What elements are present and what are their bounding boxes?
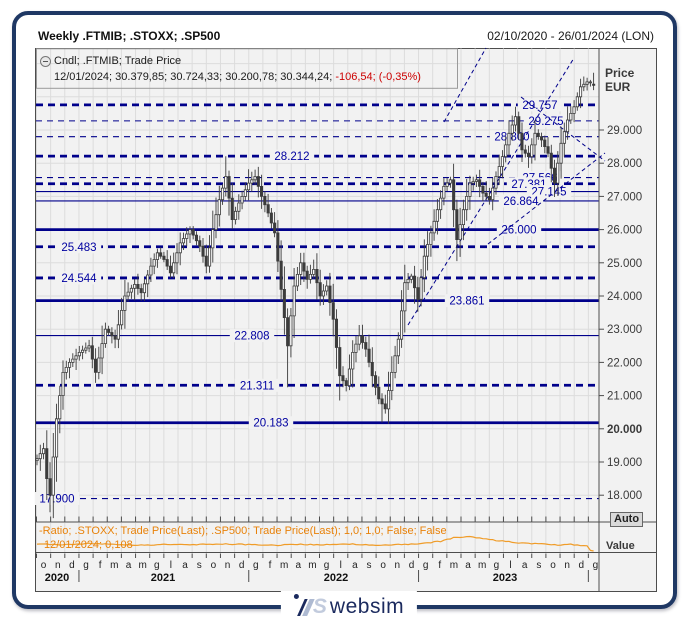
websim-watermark: S websim [280,591,418,623]
ratio-legend: -Ratio; .STOXX; Trade Price(Last); .SP50… [39,524,447,553]
websim-text: websim [329,595,405,618]
websim-dot-icon [293,594,299,599]
auto-scale-button[interactable]: Auto [610,512,644,527]
websim-logo-s: S [312,595,327,618]
date-range: 02/10/2020 - 26/01/2024 (LON) [487,29,654,43]
price-axis-title: Price EUR [605,66,635,94]
value-axis-label: Value [606,540,635,549]
ratio-legend-line1: -Ratio; .STOXX; Trade Price(Last); .SP50… [39,525,447,537]
series-legend: Cndl; .FTMIB; Trade Price 12/01/2024; 30… [54,53,421,85]
collapse-minus-icon[interactable] [40,56,51,67]
ratio-legend-line2: 12/01/2024; 0,108 [44,539,133,551]
legend-line1: Cndl; .FTMIB; Trade Price [54,55,182,67]
chart-title: Weekly .FTMIB; .STOXX; .SP500 [38,29,221,43]
chart-canvas[interactable] [35,48,657,592]
legend-change-negative: -106,54; (-0,35%) [335,71,421,83]
legend-line2: 12/01/2024; 30.379,85; 30.724,33; 30.200… [54,71,421,83]
